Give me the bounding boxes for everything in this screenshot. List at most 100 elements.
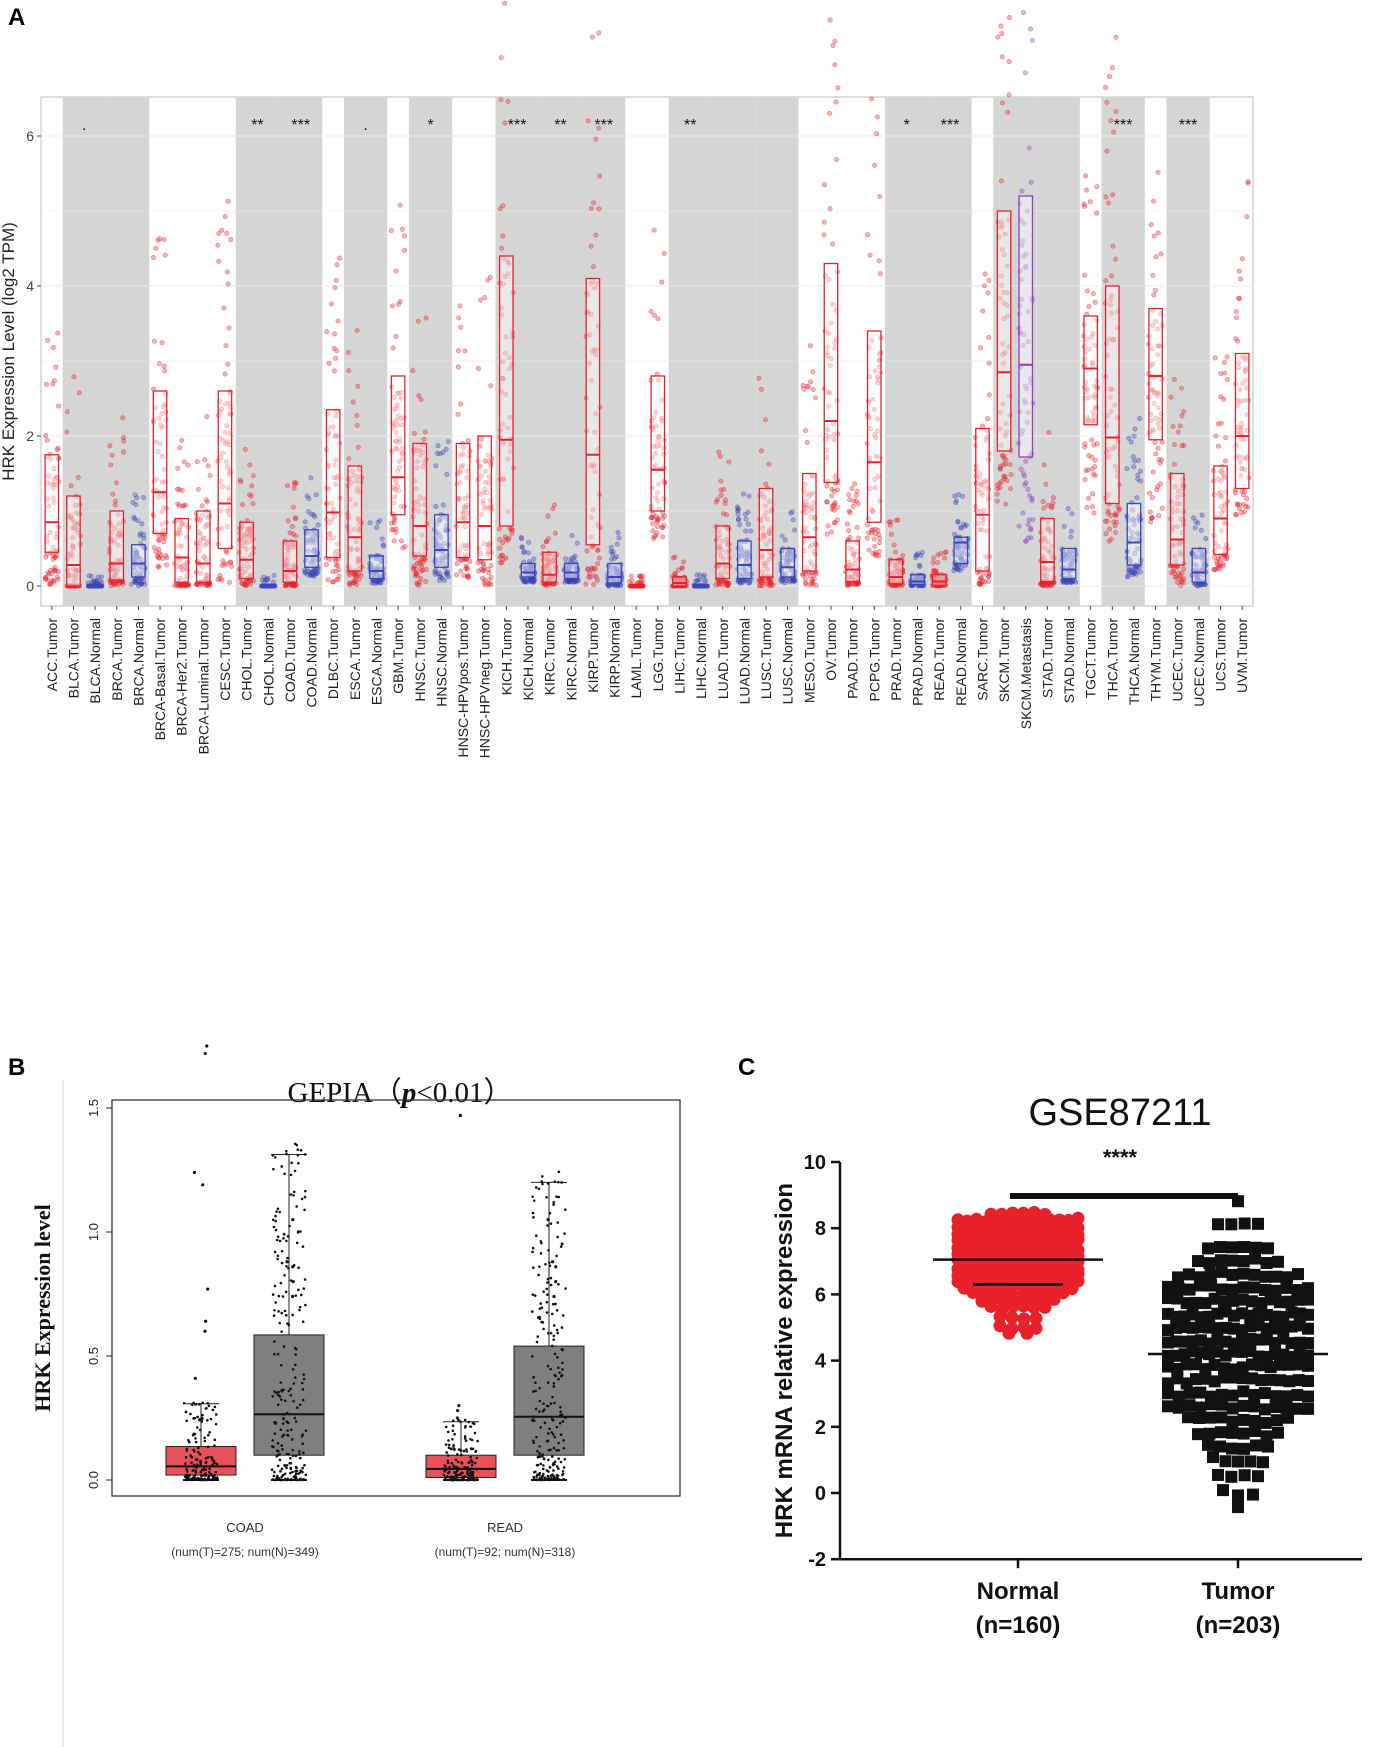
data-point bbox=[574, 540, 580, 546]
data-point bbox=[418, 396, 424, 402]
data-point bbox=[272, 1167, 275, 1171]
data-point bbox=[628, 573, 634, 579]
data-point bbox=[162, 252, 168, 258]
data-point bbox=[462, 1475, 466, 1478]
data-point bbox=[844, 521, 850, 527]
data-point bbox=[807, 573, 813, 579]
data-point bbox=[1090, 291, 1096, 297]
data-point bbox=[1239, 256, 1245, 262]
x-tick-label: KICH.Normal bbox=[520, 618, 536, 700]
data-point bbox=[225, 198, 231, 204]
data-point bbox=[1049, 503, 1055, 509]
data-point bbox=[335, 557, 341, 563]
data-point bbox=[918, 553, 924, 559]
box bbox=[1061, 547, 1077, 580]
data-point bbox=[333, 562, 339, 568]
data-point bbox=[51, 500, 57, 506]
data-point bbox=[287, 1389, 291, 1393]
data-point bbox=[289, 1193, 293, 1196]
data-point bbox=[293, 1169, 297, 1173]
data-point bbox=[208, 1467, 211, 1471]
data-point bbox=[931, 568, 937, 574]
x-tick-label: TGCT.Tumor bbox=[1083, 618, 1099, 699]
data-point bbox=[1137, 468, 1143, 474]
data-point bbox=[225, 361, 231, 367]
data-point bbox=[496, 526, 502, 532]
data-point bbox=[298, 1305, 302, 1309]
x-tick-label: BRCA-Luminal.Tumor bbox=[195, 618, 211, 755]
data-point bbox=[456, 315, 462, 321]
data-point bbox=[1236, 295, 1242, 301]
data-point bbox=[458, 401, 464, 407]
data-point bbox=[1023, 458, 1029, 464]
data-point bbox=[159, 479, 165, 485]
data-point bbox=[301, 1478, 304, 1482]
data-point bbox=[367, 520, 373, 526]
box bbox=[823, 262, 839, 484]
x-tick-label: MESO.Tumor bbox=[801, 618, 817, 703]
x-tick-label: BLCA.Normal bbox=[87, 618, 103, 704]
data-point bbox=[337, 255, 343, 261]
data-point bbox=[1001, 473, 1007, 479]
data-point bbox=[556, 1221, 560, 1224]
data-point bbox=[1106, 526, 1112, 532]
data-point bbox=[1245, 180, 1251, 186]
data-point bbox=[824, 483, 830, 489]
data-point bbox=[554, 1302, 557, 1306]
box bbox=[66, 495, 81, 587]
data-point bbox=[1159, 505, 1165, 511]
data-point bbox=[1094, 441, 1100, 447]
data-point bbox=[285, 1314, 288, 1317]
data-point bbox=[1006, 92, 1012, 98]
outlier-point bbox=[291, 1218, 295, 1222]
data-point bbox=[1005, 109, 1011, 115]
data-point bbox=[334, 262, 340, 268]
data-point bbox=[585, 118, 591, 124]
data-point bbox=[1020, 510, 1026, 516]
data-point bbox=[488, 563, 494, 569]
x-tick-label: UCS.Tumor bbox=[1213, 618, 1229, 692]
data-point bbox=[614, 541, 620, 547]
data-point bbox=[981, 283, 987, 289]
data-point bbox=[1108, 512, 1114, 518]
data-point bbox=[445, 1474, 449, 1478]
data-point bbox=[831, 501, 837, 507]
significance-annotation: . bbox=[363, 117, 367, 134]
data-point bbox=[1109, 65, 1115, 71]
data-point bbox=[302, 519, 308, 525]
data-point bbox=[109, 452, 115, 458]
box bbox=[1126, 502, 1142, 566]
panel-c-letter: C bbox=[738, 1054, 756, 1081]
data-point bbox=[287, 530, 293, 536]
x-tick-label: CHOL.Normal bbox=[260, 618, 276, 706]
data-point bbox=[283, 1273, 286, 1277]
data-point bbox=[1081, 201, 1087, 207]
data-point bbox=[1215, 556, 1221, 562]
data-point bbox=[870, 551, 876, 557]
data-point bbox=[1218, 394, 1224, 400]
data-point bbox=[185, 1474, 189, 1478]
data-point bbox=[121, 449, 127, 455]
data-point bbox=[295, 1406, 299, 1409]
data-point bbox=[942, 555, 948, 561]
data-point bbox=[414, 566, 420, 572]
data-point bbox=[457, 303, 463, 309]
data-point bbox=[829, 529, 835, 535]
data-point bbox=[280, 1478, 284, 1482]
data-point bbox=[75, 474, 81, 480]
data-point bbox=[304, 1429, 308, 1432]
data-point bbox=[411, 431, 417, 437]
data-point bbox=[518, 536, 524, 542]
data-point bbox=[874, 114, 880, 120]
shaded-band-hnsc bbox=[408, 97, 453, 606]
data-point bbox=[521, 550, 527, 556]
box-kirp-tumor bbox=[583, 30, 603, 588]
data-point bbox=[886, 519, 892, 525]
data-point bbox=[326, 360, 332, 366]
data-point bbox=[151, 338, 157, 344]
data-point bbox=[1148, 519, 1154, 525]
data-point bbox=[163, 553, 169, 559]
title-suffix: <0.01） bbox=[416, 1077, 512, 1109]
data-point bbox=[853, 492, 859, 498]
box bbox=[1191, 547, 1207, 583]
